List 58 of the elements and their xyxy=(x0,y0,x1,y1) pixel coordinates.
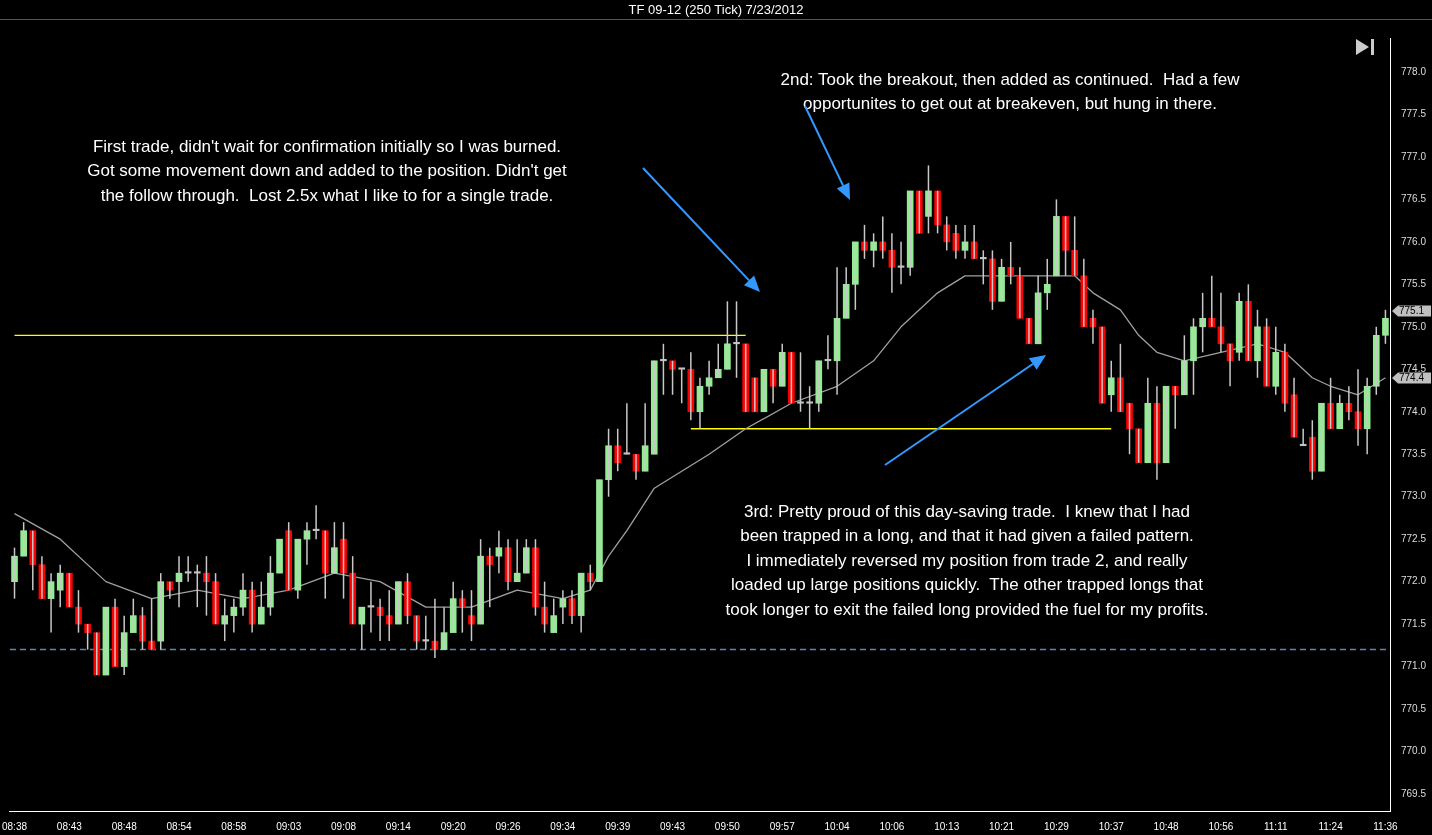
y-tick-label: 771.5 xyxy=(1401,617,1427,629)
x-tick-label: 10:37 xyxy=(1098,820,1125,832)
annotation: 2nd: Took the breakout, then added as continued. Had a few opportunites to get out at breakeven, but hung in there. xyxy=(780,69,1241,114)
y-tick-label: 777.5 xyxy=(1401,108,1427,120)
y-tick-label: 771.0 xyxy=(1401,660,1427,672)
y-tick-label: 777.0 xyxy=(1401,150,1427,162)
x-tick-label: 09:26 xyxy=(495,820,521,832)
text: 774.4 xyxy=(1399,372,1425,384)
x-tick-label: 11:36 xyxy=(1373,820,1398,832)
x-tick-label: 08:58 xyxy=(221,820,247,832)
text: 775.1 xyxy=(1399,305,1425,317)
x-tick-label: 10:13 xyxy=(934,820,960,832)
x-tick-label: 11:24 xyxy=(1318,820,1344,832)
x-tick-label: 09:14 xyxy=(385,820,412,832)
candlestick xyxy=(760,368,768,413)
candlestick xyxy=(1162,385,1170,464)
x-tick-label: 10:56 xyxy=(1208,820,1234,832)
y-tick-label: 772.0 xyxy=(1401,575,1427,587)
candlestick xyxy=(93,632,101,676)
y-tick-label: 778.0 xyxy=(1401,65,1427,77)
x-tick-label: 10:29 xyxy=(1043,820,1070,832)
x-tick-label: 09:39 xyxy=(605,820,631,832)
y-tick-label: 774.0 xyxy=(1401,405,1427,417)
x-tick-label: 09:08 xyxy=(331,820,357,832)
x-tick-label: 10:21 xyxy=(989,820,1015,832)
candlestick xyxy=(1025,317,1033,345)
y-tick-label: 770.0 xyxy=(1401,745,1427,757)
x-tick-label: 08:43 xyxy=(56,820,83,832)
x-tick-label: 08:54 xyxy=(166,820,192,832)
x-tick-label: 09:57 xyxy=(769,820,796,832)
x-tick-label: 10:04 xyxy=(824,820,851,832)
y-tick-label: 775.0 xyxy=(1401,320,1427,332)
x-tick-label: 09:43 xyxy=(660,820,686,832)
y-tick-label: 769.5 xyxy=(1401,787,1427,799)
candlestick xyxy=(1098,326,1106,404)
x-tick-label: 09:34 xyxy=(550,820,576,832)
annotation: First trade, didn't wait for confirmation initially so I was burned. Got some movement down and added to the position. Didn't get the follow through. Lost 2.5x what I like to for a single trade. xyxy=(87,136,568,205)
y-tick-label: 776.5 xyxy=(1401,193,1427,205)
x-tick-label: 10:06 xyxy=(879,820,905,832)
x-tick-label: 08:48 xyxy=(111,820,138,832)
annotation: 3rd: Pretty proud of this day-saving trade. I knew that I had been trapped in a long, and that it had given a failed pattern. I immediately reversed my position from trade 2, and really loaded up large positions quickly. The other trapped longs that took longer to exit the failed long provided the fuel for my profits. xyxy=(725,501,1209,619)
y-tick-label: 772.5 xyxy=(1401,532,1427,544)
candlestick xyxy=(623,403,631,455)
x-tick-label: 10:48 xyxy=(1153,820,1180,832)
y-tick-label: 773.5 xyxy=(1401,447,1427,459)
chart-title: TF 09-12 (250 Tick) 7/23/2012 xyxy=(0,0,1432,20)
candlestick xyxy=(102,606,110,676)
x-tick-label: 09:50 xyxy=(714,820,741,832)
y-tick-label: 776.0 xyxy=(1401,235,1427,247)
candlestick xyxy=(751,377,759,413)
x-tick-label: 08:38 xyxy=(2,820,28,832)
x-tick-label: 09:03 xyxy=(276,820,302,832)
y-tick-label: 775.5 xyxy=(1401,278,1427,290)
x-tick-label: 09:20 xyxy=(440,820,467,832)
y-tick-label: 774.5 xyxy=(1401,363,1427,375)
y-tick-label: 770.5 xyxy=(1401,702,1427,714)
x-tick-label: 11:11 xyxy=(1263,820,1288,832)
y-tick-label: 773.0 xyxy=(1401,490,1427,502)
